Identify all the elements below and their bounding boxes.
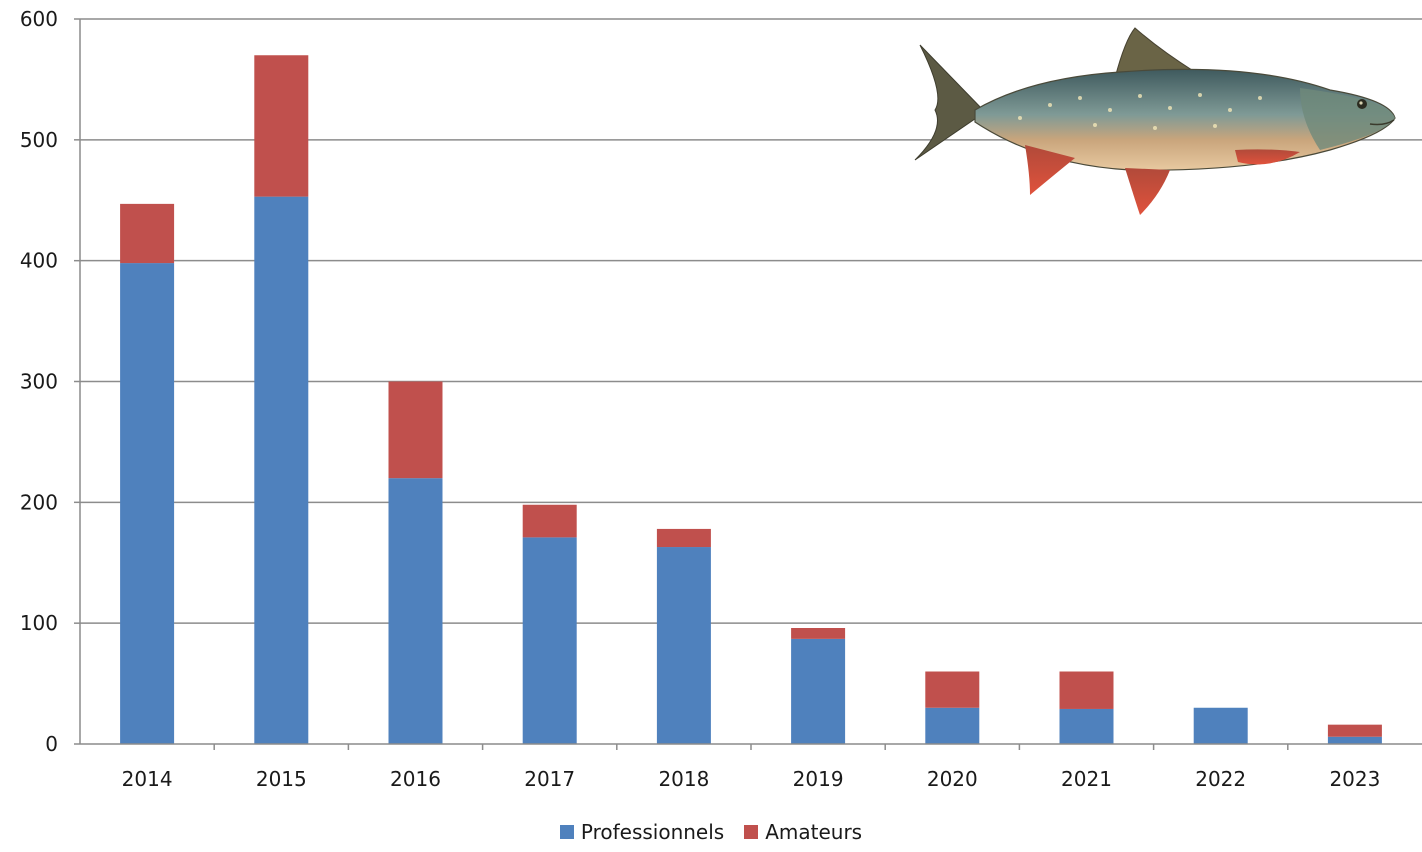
bar-professionnels-2021 [1059, 708, 1114, 744]
y-tick-label: 100 [20, 611, 58, 635]
x-tick-label: 2020 [927, 767, 978, 791]
x-tick-label: 2019 [793, 767, 844, 791]
bars [120, 55, 1382, 744]
bar-professionnels-2022 [1193, 707, 1248, 744]
bar-amateurs-2018 [656, 528, 711, 548]
bar-professionnels-2014 [120, 263, 175, 744]
axes: 0 100 200 300 400 500 600 2014 2015 2016 2017 2018 2… [20, 7, 1422, 791]
y-tick-label: 500 [20, 128, 58, 152]
bar-amateurs-2020 [925, 671, 980, 708]
bar-amateurs-2016 [388, 381, 443, 479]
legend-item-amateurs: Amateurs [744, 820, 862, 844]
bar-professionnels-2018 [656, 547, 711, 744]
bar-amateurs-2017 [522, 504, 577, 538]
bar-professionnels-2023 [1327, 736, 1382, 744]
x-tick-label: 2017 [524, 767, 575, 791]
x-tick-label: 2015 [256, 767, 307, 791]
x-tick-label: 2018 [658, 767, 709, 791]
bar-professionnels-2016 [388, 478, 443, 744]
legend-swatch-professionnels [559, 825, 574, 839]
bar-amateurs-2014 [120, 203, 175, 264]
legend-label-amateurs: Amateurs [765, 820, 863, 844]
bar-professionnels-2019 [791, 638, 846, 744]
y-tick-label: 200 [20, 490, 58, 514]
x-tick-label: 2016 [390, 767, 441, 791]
x-tick-label: 2022 [1195, 767, 1246, 791]
bar-professionnels-2020 [925, 707, 980, 744]
chart-legend: Professionnels Amateurs [0, 820, 1422, 844]
legend-item-professionnels: Professionnels [559, 820, 725, 844]
x-tick-label: 2023 [1329, 767, 1380, 791]
x-tick-label: 2014 [122, 767, 173, 791]
bar-amateurs-2019 [791, 628, 846, 639]
bar-professionnels-2017 [522, 537, 577, 744]
y-tick-label: 0 [45, 732, 58, 756]
bar-amateurs-2021 [1059, 671, 1114, 709]
legend-label-professionnels: Professionnels [580, 820, 725, 844]
y-tick-label: 400 [20, 249, 58, 273]
x-tick-label: 2021 [1061, 767, 1112, 791]
arctic-char-fish-icon [914, 27, 1396, 215]
y-tick-label: 600 [20, 7, 58, 31]
bar-professionnels-2015 [254, 196, 309, 744]
bar-amateurs-2015 [254, 55, 309, 197]
y-tick-label: 300 [20, 370, 58, 394]
legend-swatch-amateurs [744, 825, 759, 839]
bar-amateurs-2023 [1327, 724, 1382, 737]
